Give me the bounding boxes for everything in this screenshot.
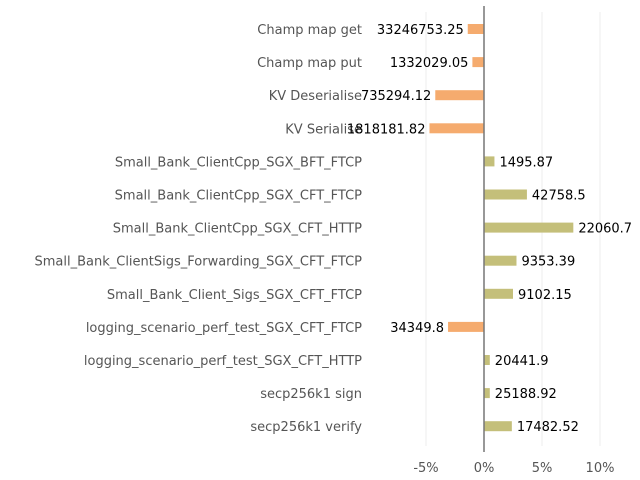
bar [484, 156, 495, 167]
bar [435, 90, 484, 101]
bar [484, 288, 513, 299]
data-label: 25188.92 [495, 387, 557, 402]
bars [429, 24, 574, 432]
category-label: Champ map get [257, 23, 362, 38]
bar [484, 255, 517, 266]
bar [484, 189, 527, 200]
data-label: 33246753.25 [377, 23, 464, 38]
category-label: secp256k1 verify [250, 420, 362, 435]
bar [484, 421, 512, 432]
data-label: 1332029.05 [390, 56, 469, 71]
data-label: 735294.12 [361, 89, 431, 104]
category-label: Small_Bank_ClientCpp_SGX_BFT_FTCP [115, 155, 362, 170]
bar [484, 388, 490, 399]
data-label: 34349.8 [390, 321, 444, 336]
bar [484, 222, 574, 233]
data-label: 1495.87 [499, 155, 553, 170]
category-label: secp256k1 sign [260, 387, 362, 402]
category-label: logging_scenario_perf_test_SGX_CFT_HTTP [84, 354, 362, 369]
category-label: logging_scenario_perf_test_SGX_CFT_FTCP [86, 321, 362, 336]
x-tick-label: 0% [474, 461, 495, 476]
bar [472, 57, 484, 68]
data-label: 20441.9 [495, 354, 549, 369]
category-label: Small_Bank_ClientSigs_Forwarding_SGX_CFT… [34, 255, 362, 270]
data-label: 9102.15 [518, 288, 572, 303]
category-label: Small_Bank_Client_Sigs_SGX_CFT_FTCP [107, 288, 362, 303]
category-label: KV Deserialise [269, 89, 362, 104]
category-label: Small_Bank_ClientCpp_SGX_CFT_HTTP [113, 222, 362, 237]
data-label: 17482.52 [517, 420, 579, 435]
x-tick-label: -5% [413, 461, 438, 476]
x-tick-label: 10% [586, 461, 615, 476]
category-label: KV Serialise [285, 122, 362, 137]
labels: -5% 0% 5% 10% Champ map get 33246753.25 Champ … [34, 23, 632, 476]
category-label: Small_Bank_ClientCpp_SGX_CFT_FTCP [115, 189, 362, 204]
data-label: 22060.7 [578, 222, 632, 237]
category-label: Champ map put [257, 56, 362, 71]
bar [429, 123, 484, 134]
bar [484, 355, 490, 365]
data-label: 1818181.82 [347, 122, 426, 137]
bar [448, 321, 484, 332]
data-label: 42758.5 [532, 189, 586, 204]
bar [467, 24, 484, 34]
x-tick-label: 5% [532, 461, 553, 476]
data-label: 9353.39 [521, 255, 575, 270]
